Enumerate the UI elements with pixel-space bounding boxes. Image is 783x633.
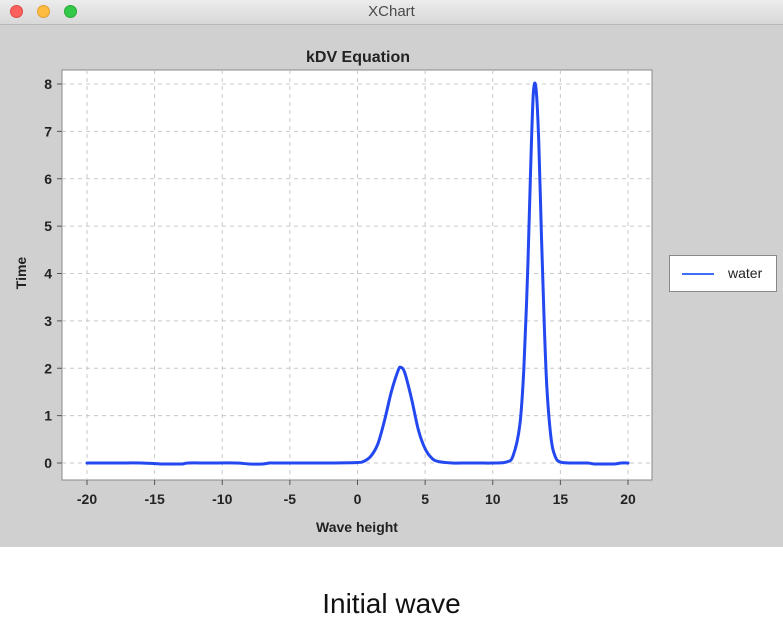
plot-area: [61, 69, 653, 481]
legend-series-label: water: [728, 265, 763, 281]
x-tick-label: 20: [620, 491, 636, 507]
series-line-water: [85, 81, 630, 466]
x-tick-label: 15: [553, 491, 569, 507]
close-window-button[interactable]: [10, 5, 23, 18]
y-tick-label: 3: [44, 313, 52, 329]
app-window: XChart -20 -15 -10 -5 0 5 10 15 20 0 1 2 3 4 5 6 7 8 kDV …: [0, 0, 783, 547]
y-tick-label: 0: [44, 455, 52, 471]
legend-series-swatch: [682, 273, 714, 275]
y-tick-label: 6: [44, 171, 52, 187]
y-tick-label: 7: [44, 123, 52, 139]
x-tick-label: -15: [145, 491, 165, 507]
x-tick-label: 10: [485, 491, 501, 507]
x-tick-label: -20: [77, 491, 97, 507]
figure-caption: Initial wave: [322, 588, 461, 619]
x-tick-label: 5: [421, 491, 429, 507]
window-title: XChart: [368, 3, 415, 20]
chart: -20 -15 -10 -5 0 5 10 15 20 0 1 2 3 4 5 6 7 8 kDV Equatio…: [0, 25, 783, 547]
minimize-window-button[interactable]: [37, 5, 50, 18]
maximize-window-button[interactable]: [64, 5, 77, 18]
x-tick-label: -5: [284, 491, 297, 507]
y-tick-label: 1: [44, 408, 52, 424]
x-tick-label: 0: [354, 491, 362, 507]
y-tick-label: 5: [44, 218, 52, 234]
y-tick-label: 4: [44, 266, 52, 282]
y-axis-label: Time: [13, 257, 29, 290]
x-tick-label: -10: [212, 491, 232, 507]
chart-title: kDV Equation: [306, 49, 410, 66]
y-tick-label: 8: [44, 76, 52, 92]
y-tick-label: 2: [44, 360, 52, 376]
title-bar[interactable]: XChart: [0, 0, 783, 25]
legend: water: [669, 255, 777, 292]
axis-ticks: -20 -15 -10 -5 0 5 10 15 20 0 1 2 3 4 5 6 7 8: [44, 76, 636, 507]
x-axis-label: Wave height: [316, 519, 398, 535]
